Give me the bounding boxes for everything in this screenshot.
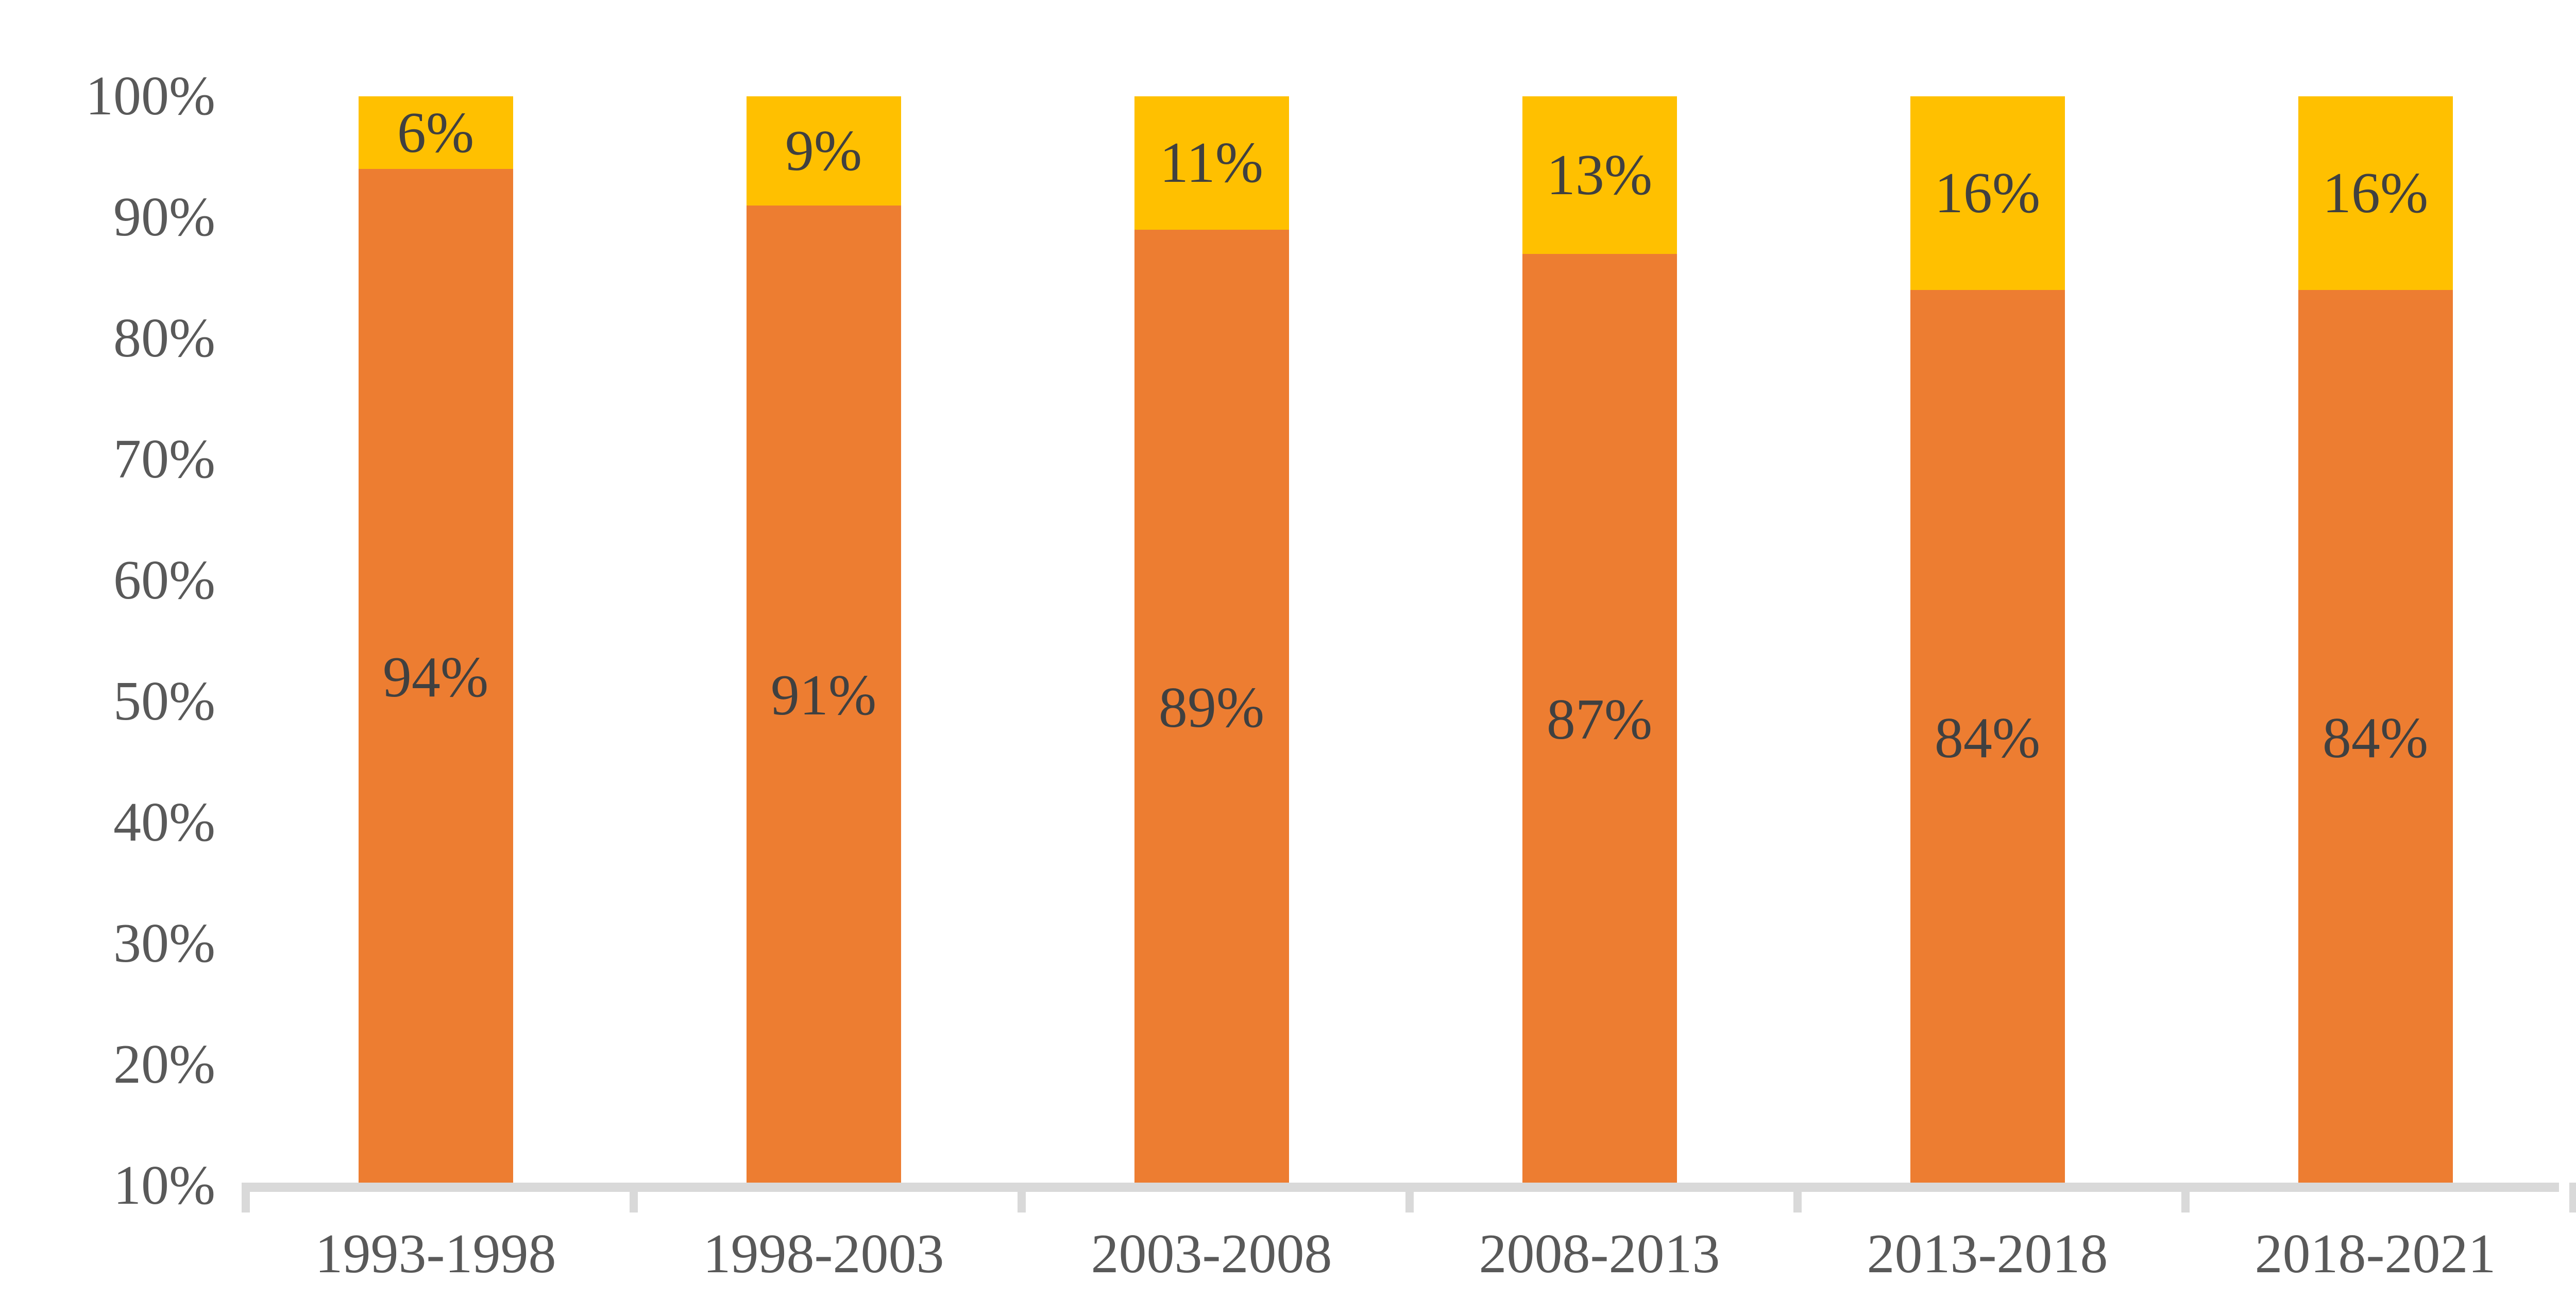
y-axis-tick-label: 60%: [113, 550, 215, 611]
bar-segment-mujeres[interactable]: 11%: [1134, 96, 1289, 230]
bar-stack[interactable]: 94% 6%: [358, 0, 513, 1186]
bar-data-label: 91%: [770, 663, 877, 728]
bar-group: 84% 16%: [1793, 0, 2181, 1186]
x-axis-tick-label: 2018-2021: [2255, 1223, 2496, 1285]
bar-data-label: 16%: [1934, 161, 2041, 225]
y-axis-tick-label: 90%: [113, 186, 215, 248]
bar-group: 91% 9%: [630, 0, 1018, 1186]
x-axis-tick: [1793, 1183, 1802, 1212]
bar-data-label: 84%: [1934, 706, 2041, 770]
x-axis-tick: [242, 1183, 250, 1212]
bar-segment-mujeres[interactable]: 16%: [1910, 96, 2065, 290]
x-axis-tick-label: 2003-2008: [1091, 1223, 1332, 1285]
bar-data-label: 13%: [1546, 143, 1653, 207]
x-axis-line: [242, 1183, 2559, 1192]
bar-data-label: 84%: [2322, 706, 2429, 770]
bar-segment-hombres[interactable]: 84%: [2298, 290, 2453, 1186]
x-axis: 1993-1998 1998-2003 2003-2008 2008-2013 2013…: [242, 1216, 2569, 1298]
bar-stack[interactable]: 84% 16%: [1910, 0, 2065, 1186]
bar-stack[interactable]: 84% 16%: [2298, 0, 2453, 1186]
bar-data-label: 11%: [1159, 131, 1264, 195]
bar-data-label: 94%: [382, 645, 489, 709]
x-axis-tick-label: 2013-2018: [1867, 1223, 2108, 1285]
bar-data-label: 87%: [1546, 688, 1653, 752]
bar-segment-mujeres[interactable]: 16%: [2298, 96, 2453, 290]
y-axis-tick-label: 50%: [113, 671, 215, 732]
bar-segment-mujeres[interactable]: 6%: [358, 96, 513, 169]
bar-segment-hombres[interactable]: 87%: [1522, 253, 1677, 1186]
y-axis-tick-label: 40%: [113, 792, 215, 853]
bar-segment-mujeres[interactable]: 13%: [1522, 96, 1677, 254]
x-axis-tick: [630, 1183, 638, 1212]
bar-group: 87% 13%: [1405, 0, 1793, 1186]
bar-data-label: 9%: [785, 118, 862, 183]
bar-stack[interactable]: 89% 11%: [1134, 0, 1289, 1186]
bar-group: 94% 6%: [242, 0, 630, 1186]
y-axis: 10% 20% 30% 40% 50% 60% 70% 80% 90% 100%: [0, 0, 227, 1214]
x-axis-tick: [2569, 1183, 2576, 1212]
bar-group: 84% 16%: [2181, 0, 2569, 1186]
bar-data-label: 89%: [1158, 675, 1265, 740]
x-axis-tick: [1018, 1183, 1026, 1212]
y-axis-tick-label: 80%: [113, 308, 215, 369]
y-axis-tick-label: 30%: [113, 913, 215, 974]
x-axis-tick-label: 1993-1998: [315, 1223, 556, 1285]
bar-segment-mujeres[interactable]: 9%: [746, 96, 901, 206]
x-axis-tick-label: 2008-2013: [1479, 1223, 1720, 1285]
bar-segment-hombres[interactable]: 89%: [1134, 229, 1289, 1186]
x-axis-tick: [1405, 1183, 1414, 1212]
bar-stack[interactable]: 91% 9%: [746, 0, 901, 1186]
bar-group: 89% 11%: [1018, 0, 1405, 1186]
bar-data-label: 6%: [397, 100, 474, 165]
y-axis-tick-label: 20%: [113, 1034, 215, 1095]
bar-data-label: 16%: [2322, 161, 2429, 225]
y-axis-tick-label: 10%: [113, 1155, 215, 1216]
bar-segment-hombres[interactable]: 91%: [746, 205, 901, 1186]
x-axis-tick-label: 1998-2003: [703, 1223, 944, 1285]
y-axis-tick-label: 100%: [86, 65, 215, 127]
y-axis-tick-label: 70%: [113, 429, 215, 490]
bar-segment-hombres[interactable]: 84%: [1910, 290, 2065, 1186]
x-axis-tick: [2181, 1183, 2190, 1212]
bar-segment-hombres[interactable]: 94%: [358, 169, 513, 1186]
plot-area: 94% 6% 91% 9% 89% 11% 87% 13% 84% 16% 84% 16%: [242, 0, 2569, 1186]
bar-stack[interactable]: 87% 13%: [1522, 0, 1677, 1186]
